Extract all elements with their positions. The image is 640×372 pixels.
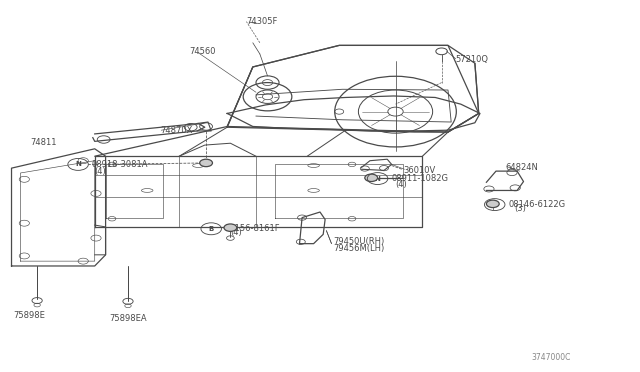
Text: 57210Q: 57210Q — [456, 55, 489, 64]
Circle shape — [486, 200, 499, 208]
Text: (4): (4) — [396, 180, 407, 189]
Text: 36010V: 36010V — [403, 166, 435, 175]
Text: 64824N: 64824N — [506, 163, 538, 172]
Text: (3): (3) — [514, 204, 526, 213]
Text: 08918-3081A: 08918-3081A — [92, 160, 148, 169]
Text: 3747000C: 3747000C — [531, 353, 571, 362]
Circle shape — [200, 159, 212, 167]
Text: 79456M(LH): 79456M(LH) — [333, 244, 384, 253]
Text: 74870X: 74870X — [160, 126, 193, 135]
Circle shape — [224, 224, 237, 231]
Text: N: N — [374, 176, 381, 182]
Text: 08146-6122G: 08146-6122G — [508, 200, 565, 209]
Text: 75898EA: 75898EA — [109, 314, 147, 323]
Text: (4): (4) — [230, 228, 242, 237]
Text: N: N — [75, 161, 81, 167]
Text: 08911-1082G: 08911-1082G — [391, 174, 448, 183]
Text: 75898E: 75898E — [13, 311, 45, 320]
Text: (4): (4) — [95, 167, 106, 176]
Text: 74811: 74811 — [31, 138, 57, 147]
Text: 79450U(RH): 79450U(RH) — [333, 237, 384, 246]
Text: 74305F: 74305F — [246, 17, 278, 26]
Circle shape — [365, 174, 378, 182]
Text: B: B — [492, 202, 497, 208]
Text: 74560: 74560 — [189, 47, 216, 56]
Text: B: B — [209, 226, 214, 232]
Text: 08156-8161F: 08156-8161F — [225, 224, 280, 233]
